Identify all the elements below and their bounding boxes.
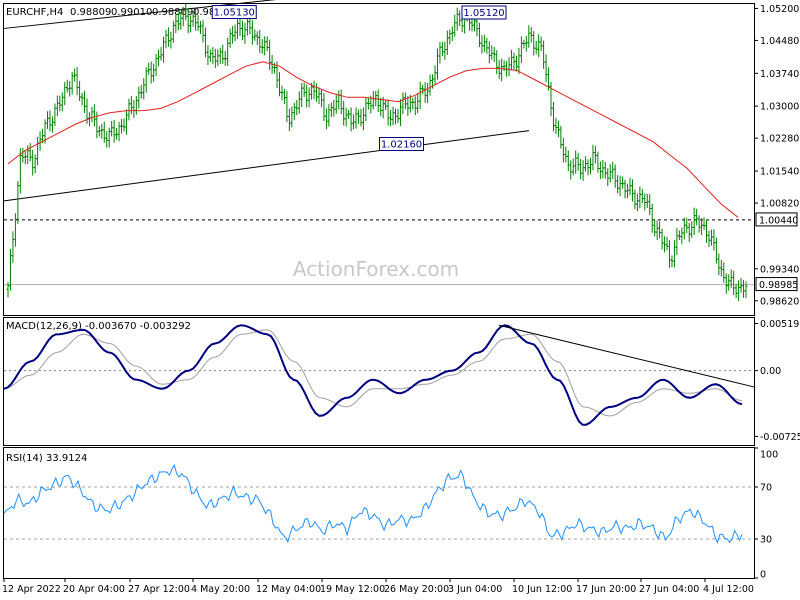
price-tick-label: 1.02280 bbox=[760, 134, 799, 145]
price-tick-label: 1.04480 bbox=[760, 36, 799, 47]
price-annotations: 1.05130 1.05120 1.02160 bbox=[211, 5, 507, 152]
current-price-label: 0.98985 bbox=[759, 280, 798, 291]
macd-trend-line bbox=[498, 324, 755, 388]
macd-label: MACD(12,26,9) -0.003670 -0.003292 bbox=[6, 321, 191, 332]
x-tick-label: 12 May 04:00 bbox=[256, 584, 321, 595]
price-bars bbox=[6, 3, 748, 302]
rsi-tick-label: 70 bbox=[760, 483, 772, 494]
time-axis: 12 Apr 2022 20 Apr 04:00 27 Apr 12:00 4 May… bbox=[2, 578, 754, 595]
x-tick-label: 27 Apr 12:00 bbox=[128, 584, 190, 595]
x-tick-label: 10 Jun 12:00 bbox=[512, 584, 572, 595]
x-tick-label: 12 Apr 2022 bbox=[2, 584, 61, 595]
price-tick-label: 0.99340 bbox=[760, 264, 799, 275]
price-horizontal-line: 1.00440 0.98985 bbox=[4, 212, 798, 292]
price-tick-label: 1.01540 bbox=[760, 167, 799, 178]
price-annotation: 1.05130 bbox=[211, 5, 257, 20]
annotation-label: 1.05120 bbox=[463, 8, 504, 19]
price-annotation: 1.05120 bbox=[461, 5, 507, 20]
header-low: 0.98809 bbox=[152, 7, 193, 18]
price-tick-label: 1.00820 bbox=[760, 199, 799, 210]
price-pane-border bbox=[3, 3, 755, 316]
macd-signal-line bbox=[3, 329, 743, 417]
annotation-box bbox=[211, 5, 257, 20]
rsi-pane-border bbox=[3, 447, 755, 579]
header-open: 0.98809 bbox=[70, 7, 111, 18]
price-tick-label: 1.03000 bbox=[760, 102, 799, 113]
price-axis: 1.05200 1.04480 1.03740 1.03000 1.02280 1.015… bbox=[754, 4, 799, 307]
macd-pane-border bbox=[3, 317, 755, 446]
annotation-box bbox=[461, 5, 507, 20]
x-tick-label: 27 Jun 04:00 bbox=[639, 584, 699, 595]
rsi-label: RSI(14) 33.9124 bbox=[6, 453, 87, 464]
price-tick-label: 1.05200 bbox=[760, 4, 799, 15]
x-tick-label: 17 Jun 20:00 bbox=[576, 584, 636, 595]
annotation-label: 1.05130 bbox=[214, 8, 255, 19]
macd-trendline bbox=[498, 324, 755, 388]
channel-trendline bbox=[3, 130, 530, 202]
hline-price-label: 1.00440 bbox=[759, 215, 798, 226]
x-tick-label: 19 May 12:00 bbox=[320, 584, 385, 595]
price-tick-label: 1.03740 bbox=[760, 69, 799, 80]
rsi-levels bbox=[4, 486, 754, 540]
macd-axis: 0.005196 0.00 -0.007259 bbox=[754, 319, 800, 443]
x-tick-label: 26 May 20:00 bbox=[384, 584, 449, 595]
price-trendlines bbox=[3, 0, 530, 202]
rsi-axis: 100 70 30 0 bbox=[754, 447, 778, 581]
x-tick-label: 20 Apr 04:00 bbox=[63, 584, 125, 595]
header-high: 0.99010 bbox=[111, 7, 152, 18]
x-tick-label: 4 May 20:00 bbox=[191, 584, 250, 595]
rsi-line bbox=[3, 464, 743, 544]
macd-tick-label: 0.005196 bbox=[760, 319, 800, 330]
current-price-tag bbox=[755, 277, 798, 292]
x-tick-label: 3 Jun 04:00 bbox=[448, 584, 502, 595]
price-tick-label: 0.98620 bbox=[760, 296, 799, 307]
rsi-tick-label: 100 bbox=[760, 450, 778, 461]
x-tick-label: 4 Jul 12:00 bbox=[703, 584, 754, 595]
price-annotation: 1.02160 bbox=[379, 137, 424, 152]
watermark: ActionForex.com bbox=[293, 257, 459, 281]
macd-line bbox=[3, 324, 743, 426]
price-bar bbox=[744, 281, 748, 299]
macd-tick-label: 0.00 bbox=[760, 366, 781, 377]
hline-price-tag bbox=[755, 212, 798, 227]
macd-tick-label: -0.007259 bbox=[760, 432, 800, 443]
moving-average-line bbox=[7, 61, 739, 218]
header-symbol: EURCHF,H4 bbox=[6, 7, 63, 18]
annotation-label: 1.02160 bbox=[381, 140, 422, 151]
channel-trendline bbox=[3, 0, 277, 29]
annotation-box bbox=[379, 137, 424, 152]
rsi-tick-label: 30 bbox=[760, 535, 772, 546]
rsi-tick-label: 0 bbox=[760, 570, 766, 581]
